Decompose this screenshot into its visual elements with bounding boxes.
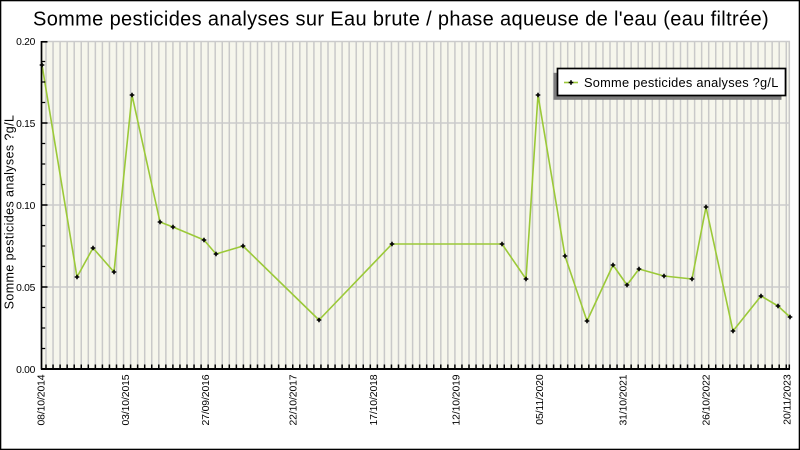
svg-text:08/10/2014: 08/10/2014	[37, 374, 48, 425]
svg-text:0.00: 0.00	[16, 365, 35, 376]
svg-text:0.15: 0.15	[16, 119, 35, 130]
svg-text:Somme pesticides analyses ?g/L: Somme pesticides analyses ?g/L	[584, 75, 779, 90]
svg-text:22/10/2017: 22/10/2017	[288, 374, 299, 425]
svg-text:26/10/2022: 26/10/2022	[701, 374, 712, 425]
svg-text:Somme pesticides analyses sur: Somme pesticides analyses sur Eau brute …	[33, 9, 769, 31]
svg-text:0.05: 0.05	[16, 283, 35, 294]
svg-text:03/10/2015: 03/10/2015	[121, 374, 132, 425]
svg-text:Somme pesticides analyses ?g/L: Somme pesticides analyses ?g/L	[3, 115, 17, 310]
svg-text:27/09/2016: 27/09/2016	[201, 374, 212, 425]
svg-text:20/11/2023: 20/11/2023	[783, 374, 794, 425]
svg-text:0.20: 0.20	[16, 37, 35, 48]
svg-text:31/10/2021: 31/10/2021	[619, 374, 630, 425]
svg-text:05/11/2020: 05/11/2020	[535, 374, 546, 425]
svg-text:12/10/2019: 12/10/2019	[452, 374, 463, 425]
svg-text:17/10/2018: 17/10/2018	[369, 374, 380, 425]
svg-text:0.10: 0.10	[16, 201, 35, 212]
